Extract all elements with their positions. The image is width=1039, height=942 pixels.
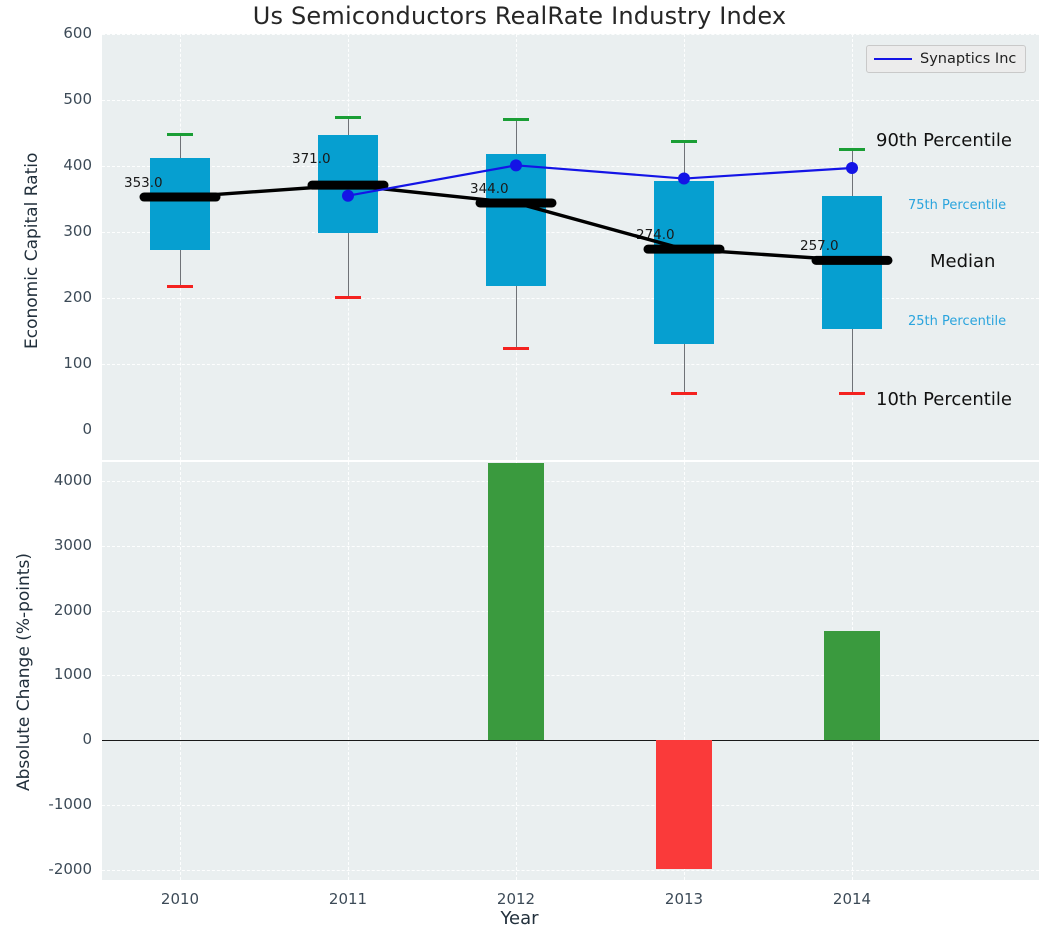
upper-y-tick: 600 <box>63 24 92 42</box>
x-axis-label: Year <box>500 908 539 929</box>
lower-zero-line <box>102 740 1039 741</box>
lower-gridline <box>102 481 1039 482</box>
upper-y-tick: 100 <box>63 354 92 372</box>
upper-gridline <box>102 364 1039 365</box>
lower-gridline <box>102 610 1039 612</box>
upper-y-tick: 200 <box>63 288 92 306</box>
lower-vgridline <box>348 462 349 880</box>
x-tick-2012: 2012 <box>496 890 536 908</box>
cap-low-2011 <box>335 296 361 300</box>
cap-high-2010 <box>167 133 193 136</box>
cap-high-2014 <box>839 147 865 151</box>
change-bar-2013 <box>656 740 712 869</box>
median-value-label-2012: 344.0 <box>470 180 509 197</box>
x-tick-2010: 2010 <box>160 890 200 908</box>
cap-high-2013 <box>671 139 697 143</box>
lower-plot-panel <box>102 462 1039 880</box>
cap-low-2013 <box>671 391 697 395</box>
median-value-label-2013: 274.0 <box>636 227 675 244</box>
lower-vgridline <box>180 462 181 880</box>
change-bar-2012 <box>488 462 544 740</box>
median-value-label-2011: 371.0 <box>292 151 331 168</box>
chart-title: Us Semiconductors RealRate Industry Inde… <box>252 2 787 30</box>
legend-line-swatch-synaptics <box>874 58 912 60</box>
lower-gridline <box>102 804 1039 806</box>
median-value-label-2014: 257.0 <box>800 238 839 255</box>
annotation-90th-percentile: 90th Percentile <box>876 130 1012 151</box>
median-value-label-2010: 353.0 <box>124 175 163 192</box>
lower-y-tick: 4000 <box>53 471 92 489</box>
upper-y-tick: 400 <box>63 156 92 174</box>
chart-legend: Synaptics Inc <box>866 45 1027 73</box>
cap-high-2011 <box>335 115 361 119</box>
box-2011 <box>318 134 378 233</box>
cap-low-2012 <box>503 346 529 350</box>
box-2010 <box>150 158 210 251</box>
upper-gridline <box>102 34 1039 35</box>
x-tick-2014: 2014 <box>832 890 872 908</box>
lower-gridline <box>102 545 1039 547</box>
upper-y-tick: 500 <box>63 90 92 108</box>
cap-high-2012 <box>503 118 529 122</box>
lower-y-tick: -1000 <box>48 794 92 813</box>
upper-gridline <box>102 232 1039 233</box>
lower-y-tick: 3000 <box>53 535 92 554</box>
legend-label-synaptics: Synaptics Inc <box>920 51 1017 67</box>
upper-y-tick: 0 <box>82 420 92 438</box>
annotation-median: Median <box>930 251 996 272</box>
upper-y-tick: 300 <box>63 222 92 240</box>
lower-vgridline <box>684 462 685 880</box>
upper-gridline <box>102 100 1039 101</box>
box-2012 <box>486 154 546 287</box>
cap-low-2010 <box>167 285 193 289</box>
box-2014 <box>822 195 882 329</box>
lower-y-tick: 2000 <box>53 600 92 619</box>
cap-low-2014 <box>839 392 865 396</box>
change-bar-2014 <box>824 630 880 740</box>
x-tick-2013: 2013 <box>664 890 704 908</box>
upper-y-axis-label: Economic Capital Ratio <box>22 152 42 349</box>
annotation-10th-percentile: 10th Percentile <box>876 389 1012 410</box>
lower-gridline <box>102 675 1039 677</box>
x-tick-2011: 2011 <box>328 890 368 908</box>
lower-y-tick: 0 <box>82 730 92 748</box>
lower-gridline <box>102 869 1039 871</box>
upper-gridline <box>102 166 1039 167</box>
annotation-75th-percentile: 75th Percentile <box>908 198 1007 213</box>
lower-y-tick: 1000 <box>53 665 92 684</box>
upper-gridline <box>102 298 1039 299</box>
lower-y-tick: -2000 <box>48 859 92 878</box>
annotation-25th-percentile: 25th Percentile <box>908 314 1007 329</box>
box-2013 <box>654 181 714 344</box>
